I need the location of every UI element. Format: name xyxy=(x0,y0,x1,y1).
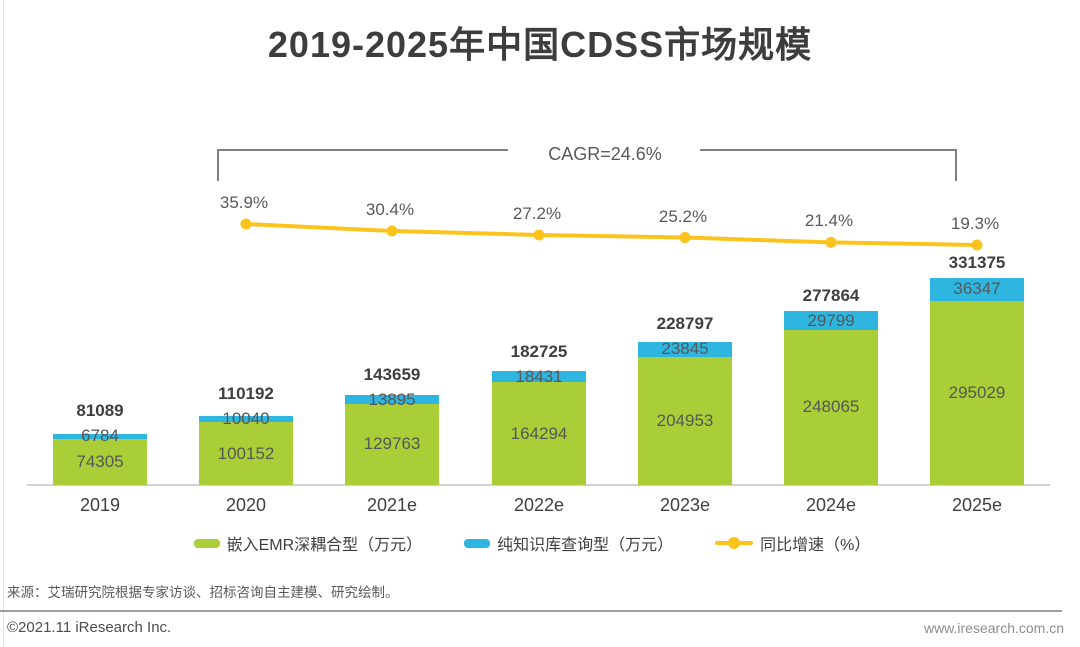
bar-green-segment xyxy=(492,382,586,485)
legend-item-embedded-emr: 嵌入EMR深耦合型（万元） xyxy=(193,531,423,555)
bar-green-segment xyxy=(638,356,732,485)
cagr-bracket-left-vertical xyxy=(217,149,219,181)
bar-blue-segment xyxy=(492,370,586,383)
bar-blue-value-label: 36347 xyxy=(953,279,1001,299)
bar-green-value-label: 204953 xyxy=(656,410,714,430)
green-bar-swatch-icon xyxy=(193,538,220,548)
x-axis-label: 2019 xyxy=(79,495,121,515)
bar-blue-value-label: 18431 xyxy=(515,366,563,386)
bar-total-label: 182725 xyxy=(510,341,568,361)
bar-blue-value-label: 23845 xyxy=(661,339,709,359)
bar-total-label: 228797 xyxy=(656,314,714,334)
growth-point xyxy=(386,225,398,237)
bar-green-segment xyxy=(199,422,293,485)
bar-blue-segment xyxy=(638,342,732,357)
chart-legend: 嵌入EMR深耦合型（万元） 纯知识库查询型（万元） 同比增速（%） xyxy=(0,531,1072,555)
bar-green-value-label: 164294 xyxy=(510,423,568,443)
x-axis-line xyxy=(27,484,1050,486)
legend-item-growth-rate: 同比增速（%） xyxy=(715,531,870,555)
yellow-line-dot-swatch-icon xyxy=(715,537,754,549)
source-note: 来源：艾瑞研究院根据专家访谈、招标咨询自主建模、研究绘制。 xyxy=(7,585,399,600)
legend-item-knowledge-base: 纯知识库查询型（万元） xyxy=(464,531,673,555)
bar-green-value-label: 129763 xyxy=(363,434,421,454)
legend-label: 同比增速（%） xyxy=(760,537,871,554)
bar-blue-segment xyxy=(784,311,878,330)
cagr-annotation: CAGR=24.6% xyxy=(548,144,662,164)
chart-title: 2019-2025年中国CDSS市场规模 xyxy=(267,24,813,65)
bar-green-value-label: 100152 xyxy=(217,443,275,463)
footer-copyright: ©2021.11 iResearch Inc. xyxy=(7,619,172,636)
yellow-dot-icon xyxy=(728,537,741,549)
legend-label: 纯知识库查询型（万元） xyxy=(497,537,674,554)
bar-blue-value-label: 6784 xyxy=(81,426,119,446)
growth-point xyxy=(971,239,983,251)
bar-total-label: 81089 xyxy=(76,401,124,421)
bar-green-segment xyxy=(345,403,439,485)
growth-rate-label: 30.4% xyxy=(365,199,415,219)
x-axis-label: 2020 xyxy=(225,495,267,515)
growth-point xyxy=(679,232,691,244)
left-edge-line xyxy=(3,0,4,647)
bar-green-segment xyxy=(784,329,878,485)
bar-green-segment xyxy=(930,300,1024,485)
bar-total-label: 277864 xyxy=(802,285,860,305)
bar-green-value-label: 74305 xyxy=(76,451,124,471)
footer-divider xyxy=(0,610,1062,612)
bar-blue-value-label: 10040 xyxy=(222,409,270,429)
x-axis-label: 2021e xyxy=(366,495,418,515)
x-axis-label: 2024e xyxy=(805,495,857,515)
bar-blue-segment xyxy=(930,277,1024,301)
blue-bar-swatch-icon xyxy=(464,538,491,548)
bar-green-segment xyxy=(53,438,147,485)
growth-rate-label: 25.2% xyxy=(658,206,708,226)
bar-blue-value-label: 29799 xyxy=(807,310,855,330)
cagr-bracket-right-vertical xyxy=(955,149,957,181)
growth-rate-label: 35.9% xyxy=(219,193,269,212)
growth-point xyxy=(533,229,545,241)
bar-total-label: 143659 xyxy=(363,364,421,384)
x-axis-label: 2023e xyxy=(659,495,711,515)
bar-blue-segment xyxy=(345,395,439,404)
legend-label: 嵌入EMR深耦合型（万元） xyxy=(226,537,423,554)
x-axis-label: 2025e xyxy=(951,495,1003,515)
growth-rate-label: 27.2% xyxy=(512,204,562,223)
bar-green-value-label: 295029 xyxy=(948,382,1006,402)
footer-website: www.iresearch.com.cn xyxy=(923,620,1064,636)
growth-point xyxy=(240,218,252,230)
bar-blue-segment xyxy=(53,434,147,439)
bar-blue-value-label: 13895 xyxy=(368,389,416,409)
bar-total-label: 110192 xyxy=(218,384,274,404)
growth-point xyxy=(825,236,837,248)
bar-green-value-label: 248065 xyxy=(802,397,860,417)
bar-blue-segment xyxy=(199,416,293,423)
cagr-bracket-left-horizontal xyxy=(217,149,508,151)
bar-total-label: 331375 xyxy=(948,252,1006,272)
growth-rate-label: 19.3% xyxy=(950,213,1000,233)
growth-rate-label: 21.4% xyxy=(804,211,854,231)
cagr-bracket-right-horizontal xyxy=(700,149,957,151)
x-axis-label: 2022e xyxy=(513,495,565,515)
